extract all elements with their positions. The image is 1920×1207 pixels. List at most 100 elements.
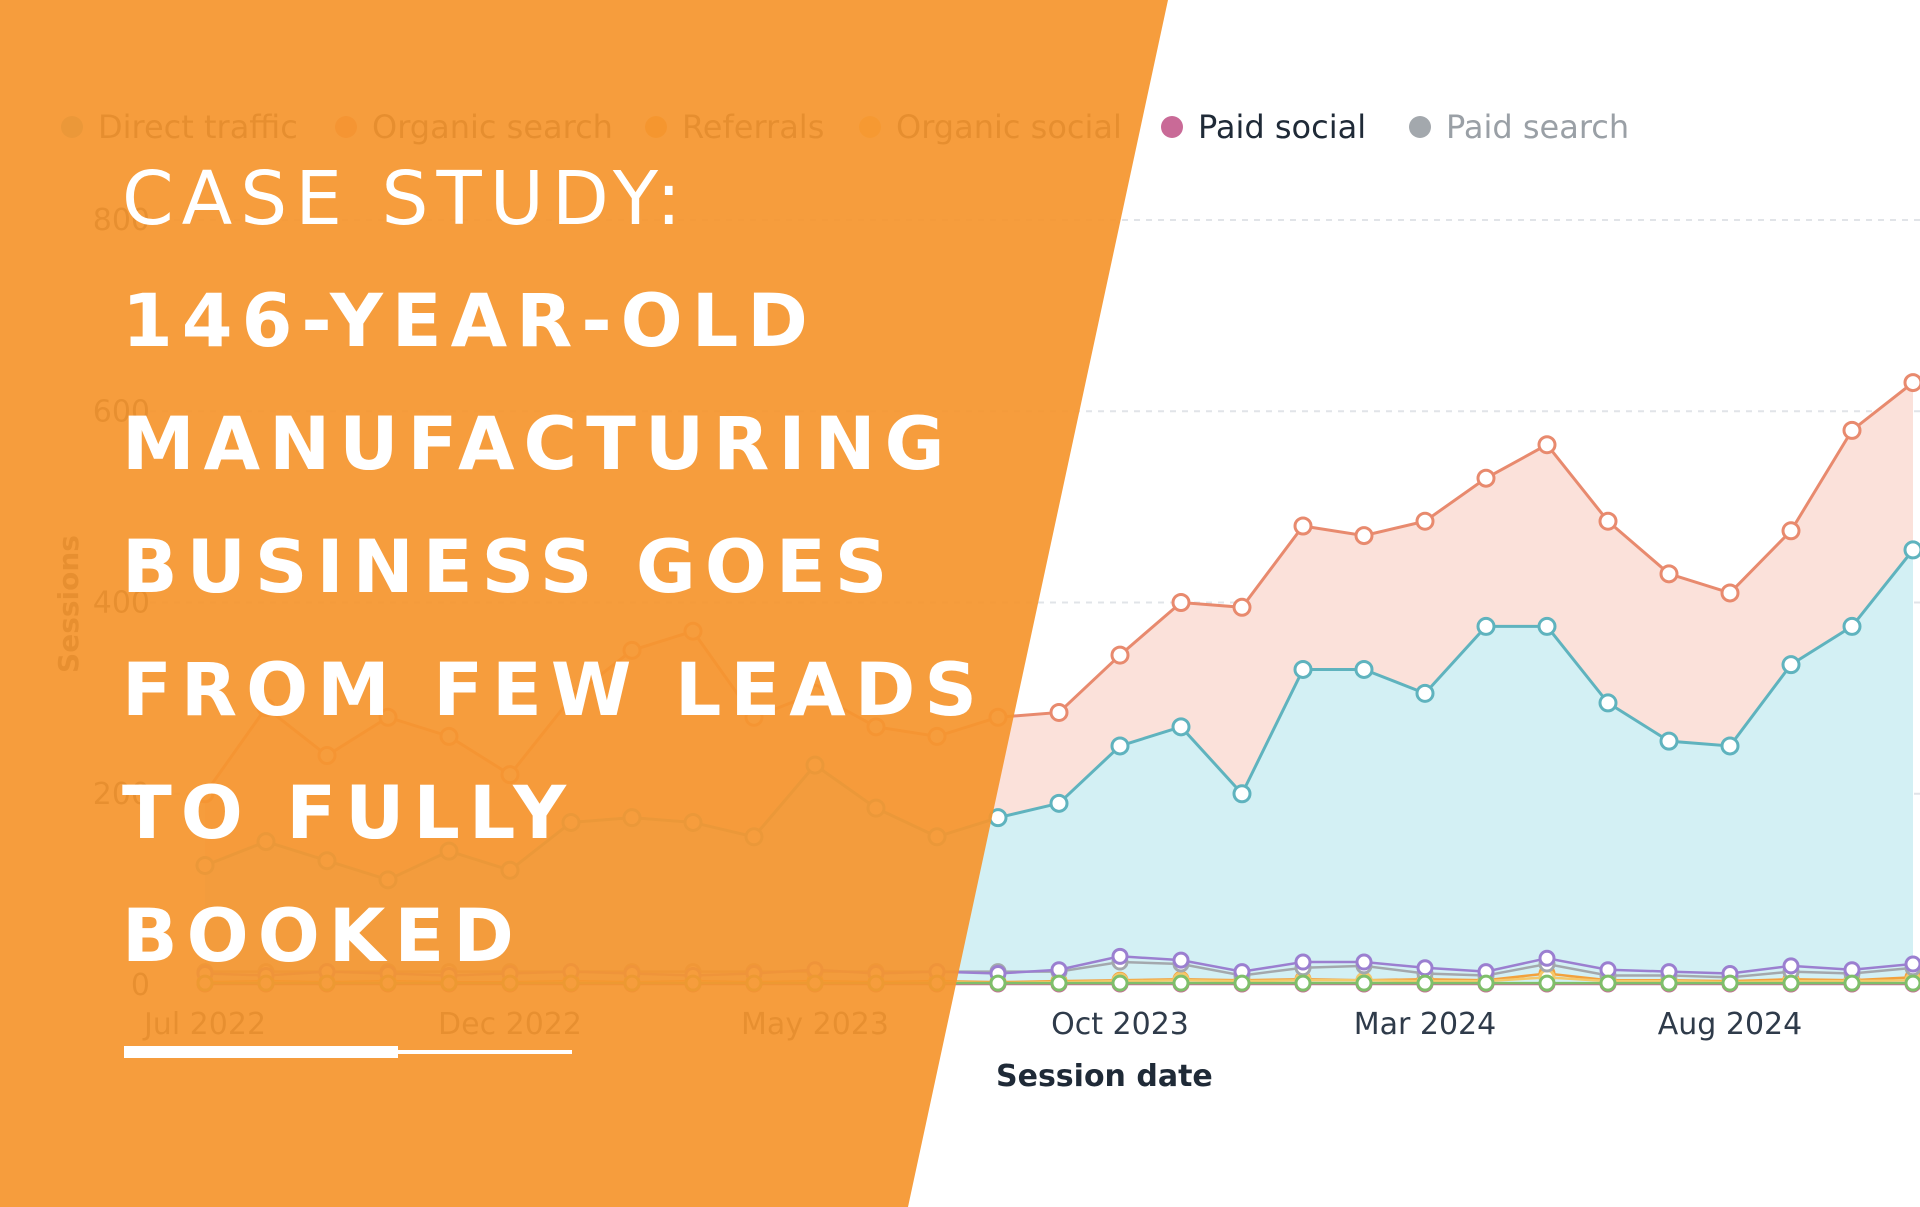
- data-point: [1049, 793, 1069, 813]
- x-tick-label: May 2023: [741, 1007, 889, 1042]
- data-point: [500, 765, 520, 785]
- data-point: [1904, 955, 1920, 973]
- data-point: [378, 707, 398, 727]
- y-tick-label: 800: [93, 203, 150, 238]
- data-point: [1172, 974, 1190, 992]
- data-point: [1782, 957, 1800, 975]
- data-point: [1049, 702, 1069, 722]
- data-point: [1233, 974, 1251, 992]
- data-point: [623, 974, 641, 992]
- y-tick-label: 0: [131, 968, 150, 1003]
- y-axis-title: Sessions: [52, 535, 85, 673]
- data-point: [1781, 521, 1801, 541]
- data-point: [805, 683, 825, 703]
- data-point: [1720, 583, 1740, 603]
- data-point: [562, 974, 580, 992]
- data-point: [1538, 949, 1556, 967]
- data-point: [867, 974, 885, 992]
- data-point: [866, 717, 886, 737]
- data-point: [1294, 953, 1312, 971]
- chart-legend: Direct traffic Organic search Referrals Org…: [61, 108, 1629, 146]
- data-point: [1171, 593, 1191, 612]
- data-point: [622, 808, 642, 828]
- legend-swatch: [335, 116, 357, 138]
- data-point: [1903, 373, 1920, 393]
- data-point: [1477, 974, 1495, 992]
- data-point: [927, 827, 947, 847]
- data-point: [1598, 693, 1618, 713]
- legend-swatch: [645, 116, 667, 138]
- data-point: [1842, 420, 1862, 440]
- data-point: [1354, 526, 1374, 546]
- legend-swatch: [859, 116, 881, 138]
- data-point: [1903, 540, 1920, 560]
- data-point: [1415, 511, 1435, 531]
- data-point: [317, 746, 337, 765]
- data-point: [256, 832, 276, 852]
- legend-label: Organic social: [896, 108, 1122, 146]
- data-point: [744, 707, 764, 727]
- y-axis-ticks: 0 200 400 600 800: [93, 203, 150, 1003]
- x-tick-label: Dec 2022: [438, 1007, 582, 1042]
- data-point: [1293, 516, 1313, 536]
- data-point: [1232, 597, 1252, 617]
- data-point: [928, 974, 946, 992]
- data-point: [500, 860, 520, 880]
- legend-swatch: [1161, 116, 1183, 138]
- y-tick-label: 400: [93, 586, 150, 621]
- data-point: [196, 974, 214, 992]
- data-point: [561, 688, 581, 708]
- data-point: [257, 974, 275, 992]
- data-point: [1415, 683, 1435, 703]
- data-point: [989, 974, 1007, 992]
- data-point: [440, 974, 458, 992]
- data-point: [745, 974, 763, 992]
- data-point: [1781, 655, 1801, 675]
- data-point: [317, 851, 337, 871]
- legend-label: Paid search: [1446, 108, 1629, 146]
- data-point: [561, 812, 581, 832]
- data-point: [256, 698, 276, 718]
- data-point: [1659, 564, 1679, 584]
- data-point: [1294, 974, 1312, 992]
- data-point: [1659, 731, 1679, 751]
- data-point: [1232, 784, 1252, 804]
- data-point: [439, 841, 459, 861]
- data-point: [195, 784, 215, 804]
- data-point: [1660, 974, 1678, 992]
- data-point: [866, 798, 886, 818]
- data-point: [1782, 974, 1800, 992]
- data-point: [1537, 616, 1557, 636]
- x-axis-ticks: Jul 2022 Dec 2022 May 2023 Oct 2023 Mar 2024…: [142, 1007, 1802, 1042]
- data-point: [1293, 659, 1313, 679]
- data-point: [1843, 974, 1861, 992]
- data-point: [1598, 511, 1618, 531]
- data-point: [1720, 736, 1740, 756]
- data-point: [1476, 616, 1496, 636]
- data-point: [501, 974, 519, 992]
- data-point: [1476, 468, 1496, 488]
- x-tick-label: Oct 2023: [1051, 1007, 1189, 1042]
- data-point: [1355, 974, 1373, 992]
- data-point: [1172, 951, 1190, 969]
- legend-label: Referrals: [682, 108, 824, 146]
- data-point: [1416, 974, 1434, 992]
- x-tick-label: Jul 2022: [142, 1007, 266, 1042]
- data-point: [1110, 645, 1130, 665]
- legend-label: Organic search: [372, 108, 613, 146]
- data-point: [1721, 974, 1739, 992]
- data-point: [805, 755, 825, 775]
- data-point: [1538, 974, 1556, 992]
- chart-areas: [205, 382, 1913, 985]
- data-point: [684, 974, 702, 992]
- x-axis-title: Session date: [996, 1059, 1213, 1094]
- data-point: [683, 812, 703, 832]
- data-point: [1354, 659, 1374, 679]
- data-point: [378, 870, 398, 890]
- legend-label: Direct traffic: [98, 108, 298, 146]
- data-point: [806, 974, 824, 992]
- data-point: [988, 707, 1008, 727]
- legend-label: Paid social: [1198, 108, 1366, 146]
- data-point: [1599, 974, 1617, 992]
